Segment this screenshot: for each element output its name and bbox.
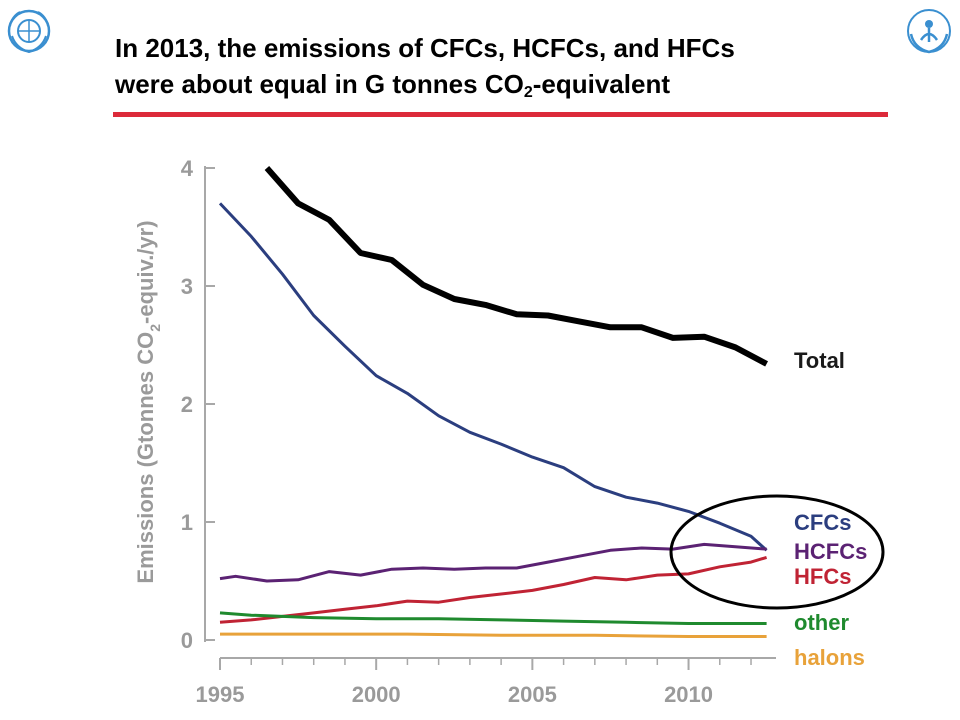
series-line-halons [220, 632, 767, 638]
series-label-total: Total [794, 348, 845, 373]
title-line-2-prefix: were about equal in G tonnes CO [115, 69, 524, 99]
slide-title: In 2013, the emissions of CFCs, HCFCs, a… [115, 30, 895, 102]
series-label-other: other [794, 610, 849, 635]
title-line-1: In 2013, the emissions of CFCs, HCFCs, a… [115, 33, 735, 63]
series-line-hcfcs [219, 542, 767, 583]
series-label-cfcs: CFCs [794, 510, 851, 535]
series-line-other [219, 611, 767, 625]
y-tick-label: 1 [181, 510, 193, 535]
title-line-2: were about equal in G tonnes CO2-equival… [115, 66, 895, 102]
unep-emblem-icon [907, 9, 951, 54]
x-tick-label: 1995 [196, 682, 245, 707]
title-line-2-suffix: -equivalent [532, 69, 670, 99]
series-line-cfcs [218, 202, 768, 552]
series-label-hcfcs: HCFCs [794, 539, 867, 564]
title-line-2-subscript: 2 [523, 84, 533, 101]
series-line-total [264, 166, 769, 367]
y-tick-label: 3 [181, 274, 193, 299]
x-tick-label: 2000 [352, 682, 401, 707]
chart-axes: 0 1 2 3 4 1995 2000 2005 2010 [181, 156, 776, 707]
y-tick-label: 4 [181, 156, 194, 181]
x-tick-label: 2005 [508, 682, 557, 707]
x-tick-label: 2010 [664, 682, 713, 707]
title-underline-rule [113, 112, 888, 117]
y-tick-label: 0 [181, 628, 193, 653]
series-label-halons: halons [794, 645, 865, 670]
wmo-emblem-icon [7, 9, 51, 54]
y-axis-label: Emissions (Gtonnes CO2-equiv./yr) [133, 220, 163, 583]
series-label-hfcs: HFCs [794, 564, 851, 589]
chart-series [218, 166, 769, 638]
highlight-ellipse [669, 494, 885, 610]
y-tick-label: 2 [181, 392, 193, 417]
series-line-hfcs [219, 555, 768, 624]
